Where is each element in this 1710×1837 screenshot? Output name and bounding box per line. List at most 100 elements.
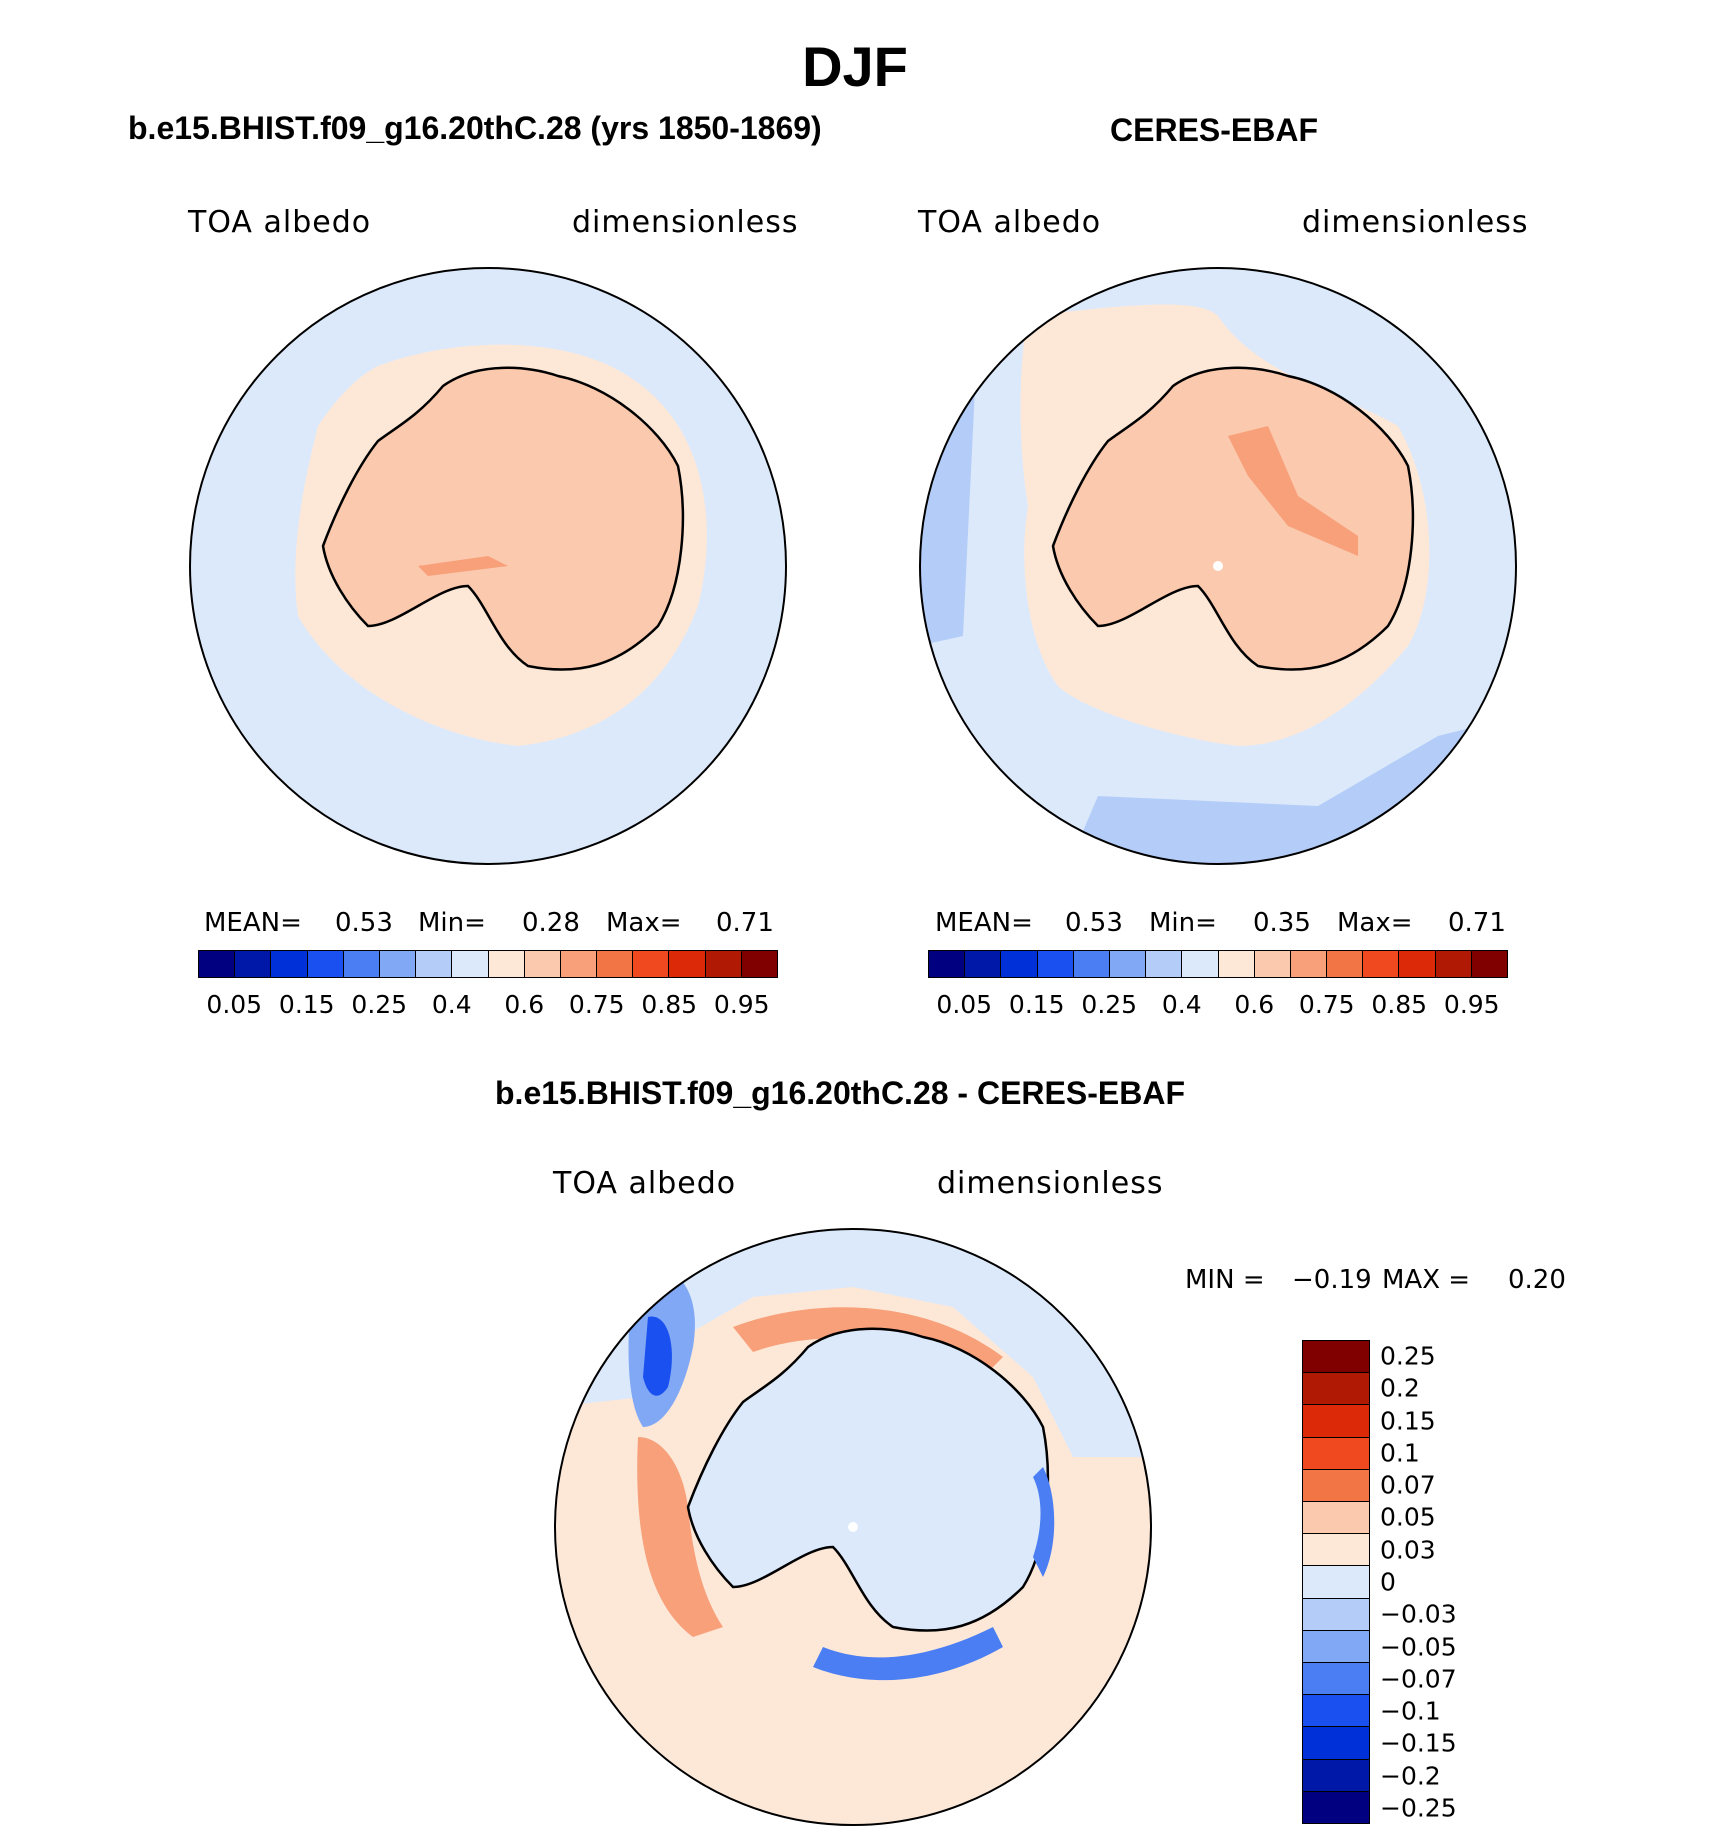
colorbar-swatch	[488, 951, 525, 977]
model-mean-value: 0.53	[335, 908, 393, 938]
model-max-label: Max=	[606, 908, 682, 938]
obs-colorbar-ticks: 0.05 0.15 0.25 0.4 0.6 0.75 0.85 0.95	[928, 990, 1508, 1020]
colorbar-swatch	[1303, 1405, 1369, 1438]
colorbar-tick-label: 0.85	[641, 990, 698, 1019]
colorbar-swatch	[343, 951, 380, 977]
colorbar-swatch	[1435, 951, 1472, 977]
colorbar-swatch	[1327, 951, 1364, 977]
colorbar-swatch	[271, 951, 308, 977]
negative-bias-patch	[813, 1627, 1003, 1681]
colorbar-tick-label: −0.03	[1380, 1599, 1457, 1629]
colorbar-tick-label: 0.4	[431, 990, 472, 1019]
colorbar-swatch	[1303, 1534, 1369, 1567]
colorbar-swatch	[1303, 1341, 1369, 1374]
colorbar-tick-label: −0.1	[1380, 1696, 1441, 1726]
colorbar-swatch	[1182, 951, 1219, 977]
colorbar-tick-label: 0.95	[713, 990, 770, 1019]
colorbar-tick-label: −0.2	[1380, 1761, 1441, 1791]
colorbar-swatch	[1303, 1502, 1369, 1535]
model-panel-title: b.e15.BHIST.f09_g16.20thC.28 (yrs 1850-1…	[128, 110, 822, 146]
colorbar-swatch	[416, 951, 453, 977]
strong-negative-bias-patch	[643, 1316, 672, 1396]
colorbar-tick-label: 0.25	[351, 990, 408, 1019]
colorbar-swatch	[1303, 1437, 1369, 1470]
colorbar-swatch	[1471, 951, 1507, 977]
colorbar-swatch	[1290, 951, 1328, 977]
colorbar-swatch	[1303, 1759, 1369, 1792]
high-albedo-patch	[418, 556, 508, 576]
colorbar-tick-label: 0.03	[1380, 1535, 1436, 1565]
diff-panel-title: b.e15.BHIST.f09_g16.20thC.28 - CERES-EBA…	[495, 1075, 1185, 1111]
diff-colorbar-ticks: 0.25 0.2 0.15 0.1 0.07 0.05 0.03 0 −0.03 −0.05 −0.…	[1380, 1340, 1500, 1824]
colorbar-swatch	[1073, 951, 1110, 977]
map-boundary	[554, 1228, 1152, 1826]
diff-units-label: dimensionless	[937, 1166, 1164, 1201]
antarctica-outline	[1051, 366, 1415, 671]
colorbar-tick-label: 0.25	[1380, 1341, 1436, 1371]
colorbar-swatch	[1254, 951, 1291, 977]
colorbar-swatch	[307, 951, 344, 977]
colorbar-tick-label: 0.15	[278, 990, 335, 1019]
model-max-value: 0.71	[716, 908, 774, 938]
colorbar-tick-label: −0.07	[1380, 1664, 1457, 1694]
model-min-label: Min=	[418, 908, 486, 938]
obs-max-label: Max=	[1337, 908, 1413, 938]
colorbar-tick-label: 0.95	[1443, 990, 1500, 1019]
colorbar-swatch	[1001, 951, 1038, 977]
negative-bias-region	[555, 1229, 1151, 1457]
colorbar-swatch	[1303, 1663, 1369, 1696]
obs-polar-map	[919, 267, 1517, 865]
colorbar-tick-label: 0.2	[1380, 1373, 1420, 1403]
colorbar-swatch	[1399, 951, 1436, 977]
colorbar-tick-label: −0.25	[1380, 1793, 1457, 1823]
colorbar-tick-label: 0.1	[1380, 1438, 1420, 1468]
obs-colorbar	[928, 950, 1508, 978]
missing-data-point	[1213, 561, 1223, 571]
colorbar-swatch	[1303, 1373, 1369, 1406]
colorbar-swatch	[524, 951, 561, 977]
colorbar-swatch	[235, 951, 272, 977]
positive-bias-patch	[733, 1307, 1003, 1377]
model-variable-label: TOA albedo	[188, 205, 372, 240]
model-colorbar	[198, 950, 778, 978]
diff-max-value: 0.20	[1508, 1265, 1566, 1295]
colorbar-swatch	[1303, 1695, 1369, 1728]
antarctica-outline	[321, 366, 685, 671]
colorbar-swatch	[633, 951, 670, 977]
negative-bias-patch	[1033, 1467, 1055, 1577]
colorbar-swatch	[199, 951, 236, 977]
colorbar-swatch	[1303, 1566, 1369, 1599]
antarctica-outline	[686, 1327, 1050, 1632]
colorbar-tick-label: 0.05	[936, 990, 993, 1019]
colorbar-swatch	[452, 951, 489, 977]
map-boundary	[919, 267, 1517, 865]
model-mean-label: MEAN=	[204, 908, 302, 938]
colorbar-swatch	[1218, 951, 1255, 977]
colorbar-tick-label: 0.6	[504, 990, 545, 1019]
obs-panel-title: CERES-EBAF	[1110, 112, 1319, 148]
colorbar-swatch	[669, 951, 706, 977]
colorbar-swatch	[1303, 1727, 1369, 1760]
obs-mean-label: MEAN=	[935, 908, 1033, 938]
colorbar-swatch	[705, 951, 742, 977]
colorbar-tick-label: 0.4	[1161, 990, 1202, 1019]
colorbar-swatch	[741, 951, 777, 977]
colorbar-tick-label: 0.85	[1371, 990, 1428, 1019]
colorbar-swatch	[1109, 951, 1147, 977]
colorbar-tick-label: 0.6	[1234, 990, 1275, 1019]
colorbar-tick-label: 0.75	[1298, 990, 1355, 1019]
model-min-value: 0.28	[522, 908, 580, 938]
colorbar-tick-label: 0.25	[1081, 990, 1138, 1019]
missing-data-point	[848, 1522, 858, 1532]
model-polar-map	[189, 267, 787, 865]
diff-max-label: MAX =	[1382, 1265, 1471, 1295]
colorbar-swatch	[1146, 951, 1183, 977]
colorbar-swatch	[1303, 1630, 1369, 1664]
colorbar-swatch	[1363, 951, 1400, 977]
colorbar-swatch	[929, 951, 966, 977]
diff-colorbar	[1302, 1340, 1370, 1824]
colorbar-tick-label: 0.75	[568, 990, 625, 1019]
colorbar-tick-label: 0.15	[1008, 990, 1065, 1019]
obs-mean-value: 0.53	[1065, 908, 1123, 938]
colorbar-swatch	[1303, 1598, 1369, 1631]
